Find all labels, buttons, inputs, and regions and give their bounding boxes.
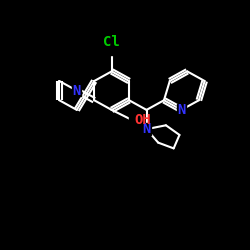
Text: N: N [142,122,151,136]
Bar [142,123,151,135]
Bar [177,104,186,116]
Bar [72,85,81,96]
Bar [128,114,139,125]
Text: Cl: Cl [103,35,120,49]
Text: OH: OH [134,112,151,126]
Text: N: N [177,103,186,117]
Bar [107,44,116,55]
Text: N: N [72,84,81,98]
